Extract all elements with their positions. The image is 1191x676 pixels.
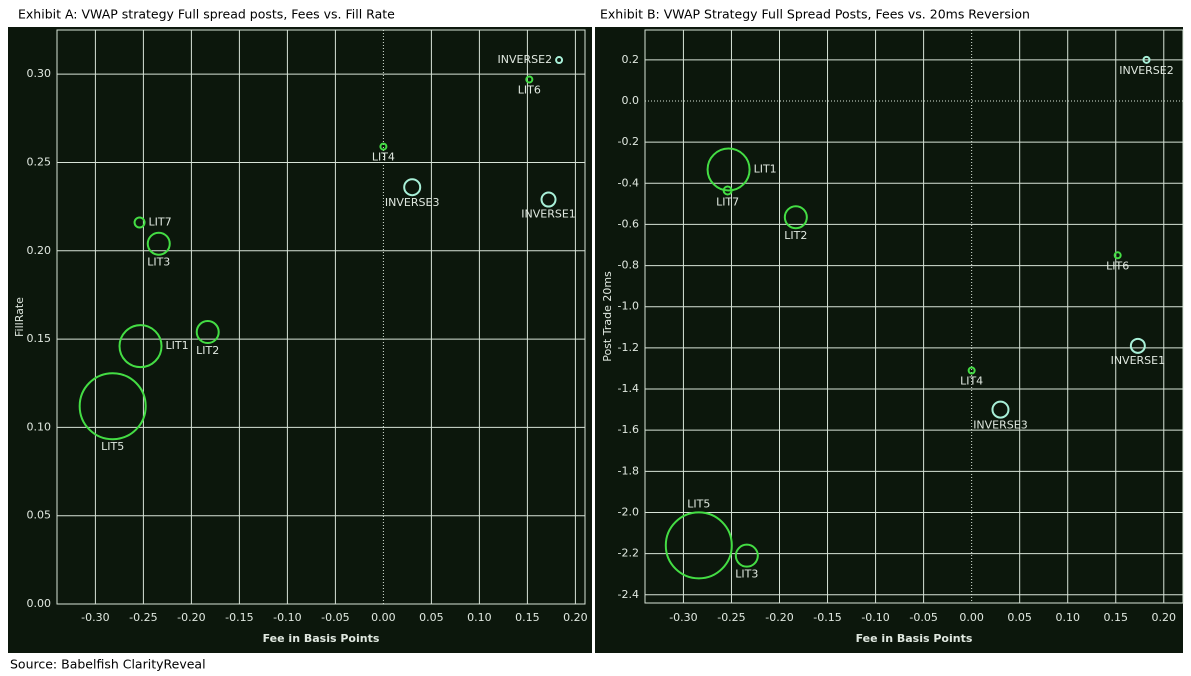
bubble <box>146 231 171 256</box>
x-tick-label: -0.25 <box>129 611 157 624</box>
y-tick-label: -1.8 <box>618 464 639 477</box>
point-label: INVERSE3 <box>973 419 1028 432</box>
y-tick-label: 0.10 <box>27 420 52 433</box>
bubble <box>1142 55 1151 64</box>
y-tick-label: -1.0 <box>618 300 639 313</box>
x-tick-label: -0.20 <box>177 611 205 624</box>
point-label: LIT1 <box>166 339 189 352</box>
point-label: INVERSE3 <box>385 196 440 209</box>
y-tick-label: 0.25 <box>27 155 52 168</box>
x-tick-label: -0.15 <box>225 611 253 624</box>
bubble <box>195 320 220 345</box>
y-tick-label: -0.4 <box>618 176 639 189</box>
bubble <box>967 366 976 375</box>
point-label: LIT2 <box>784 229 807 242</box>
y-tick-label: -0.8 <box>618 259 639 272</box>
bubble <box>1129 337 1146 354</box>
x-tick-label: -0.30 <box>669 611 697 624</box>
y-tick-label: -1.2 <box>618 341 639 354</box>
point-label: INVERSE2 <box>498 53 553 66</box>
y-tick-label: 0.30 <box>27 67 52 80</box>
y-tick-label: 0.15 <box>27 332 52 345</box>
y-tick-label: 0.2 <box>622 53 640 66</box>
x-tick-label: 0.05 <box>1007 611 1032 624</box>
plot-frame <box>644 29 1184 604</box>
y-tick-label: -2.2 <box>618 547 639 560</box>
y-tick-label: -2.4 <box>618 588 639 601</box>
bubble <box>540 191 557 208</box>
point-label: LIT7 <box>716 195 739 208</box>
x-tick-label: 0.05 <box>419 611 444 624</box>
y-tick-label: -0.6 <box>618 217 639 230</box>
y-tick-label: -1.4 <box>618 382 639 395</box>
point-label: LIT5 <box>101 440 124 453</box>
x-tick-label: -0.15 <box>813 611 841 624</box>
x-tick-label: -0.05 <box>909 611 937 624</box>
x-tick-label: 0.20 <box>563 611 588 624</box>
bubble <box>706 147 751 192</box>
y-tick-label: 0.05 <box>27 509 52 522</box>
bubble <box>991 400 1010 419</box>
bubble <box>734 543 759 568</box>
y-axis-title: FillRate <box>13 297 26 337</box>
point-label: INVERSE2 <box>1119 64 1174 77</box>
bubble <box>525 75 534 84</box>
bubble <box>664 511 733 580</box>
x-tick-label: -0.20 <box>765 611 793 624</box>
chart-title: Exhibit A: VWAP strategy Full spread pos… <box>18 7 395 22</box>
y-tick-label: 0.20 <box>27 244 52 257</box>
bubble <box>379 142 388 151</box>
point-label: LIT1 <box>754 162 777 175</box>
y-tick-label: 0.00 <box>27 597 52 610</box>
panel <box>8 27 592 653</box>
point-label: LIT4 <box>372 151 395 164</box>
x-tick-label: -0.25 <box>717 611 745 624</box>
bubble <box>722 185 733 196</box>
bubble <box>1113 251 1122 260</box>
point-label: INVERSE1 <box>521 208 576 221</box>
x-tick-label: -0.10 <box>861 611 889 624</box>
x-tick-label: 0.15 <box>1104 611 1129 624</box>
bubble <box>118 324 163 369</box>
x-tick-label: -0.10 <box>273 611 301 624</box>
point-label: LIT3 <box>147 256 170 269</box>
x-tick-label: 0.20 <box>1152 611 1177 624</box>
y-tick-label: -2.0 <box>618 505 639 518</box>
point-label: LIT5 <box>687 497 710 510</box>
y-axis-title: Post Trade 20ms <box>601 271 614 362</box>
y-tick-label: -0.2 <box>618 135 639 148</box>
x-tick-label: 0.15 <box>515 611 540 624</box>
x-axis-title: Fee in Basis Points <box>263 632 380 645</box>
source: Source: Babelfish ClarityReveal <box>10 657 206 672</box>
x-tick-label: 0.00 <box>959 611 984 624</box>
point-label: LIT7 <box>149 216 172 229</box>
point-label: LIT3 <box>735 568 758 581</box>
bubble <box>783 205 808 230</box>
x-tick-label: 0.00 <box>371 611 396 624</box>
chart-title: Exhibit B: VWAP Strategy Full Spread Pos… <box>600 7 1030 22</box>
point-label: LIT6 <box>1106 259 1129 272</box>
point-label: LIT6 <box>518 83 541 96</box>
panel <box>595 27 1183 653</box>
point-label: LIT4 <box>960 375 983 388</box>
bubble <box>133 216 146 229</box>
y-tick-label: 0.0 <box>622 94 640 107</box>
x-tick-label: 0.10 <box>467 611 492 624</box>
point-label: LIT2 <box>196 344 219 357</box>
x-tick-label: 0.10 <box>1055 611 1080 624</box>
point-label: INVERSE1 <box>1111 354 1166 367</box>
x-tick-label: -0.30 <box>81 611 109 624</box>
y-tick-label: -1.6 <box>618 423 639 436</box>
bubble <box>403 178 422 197</box>
x-axis-title: Fee in Basis Points <box>856 632 973 645</box>
x-tick-label: -0.05 <box>321 611 349 624</box>
bubble <box>78 372 147 441</box>
bubble <box>555 56 564 65</box>
